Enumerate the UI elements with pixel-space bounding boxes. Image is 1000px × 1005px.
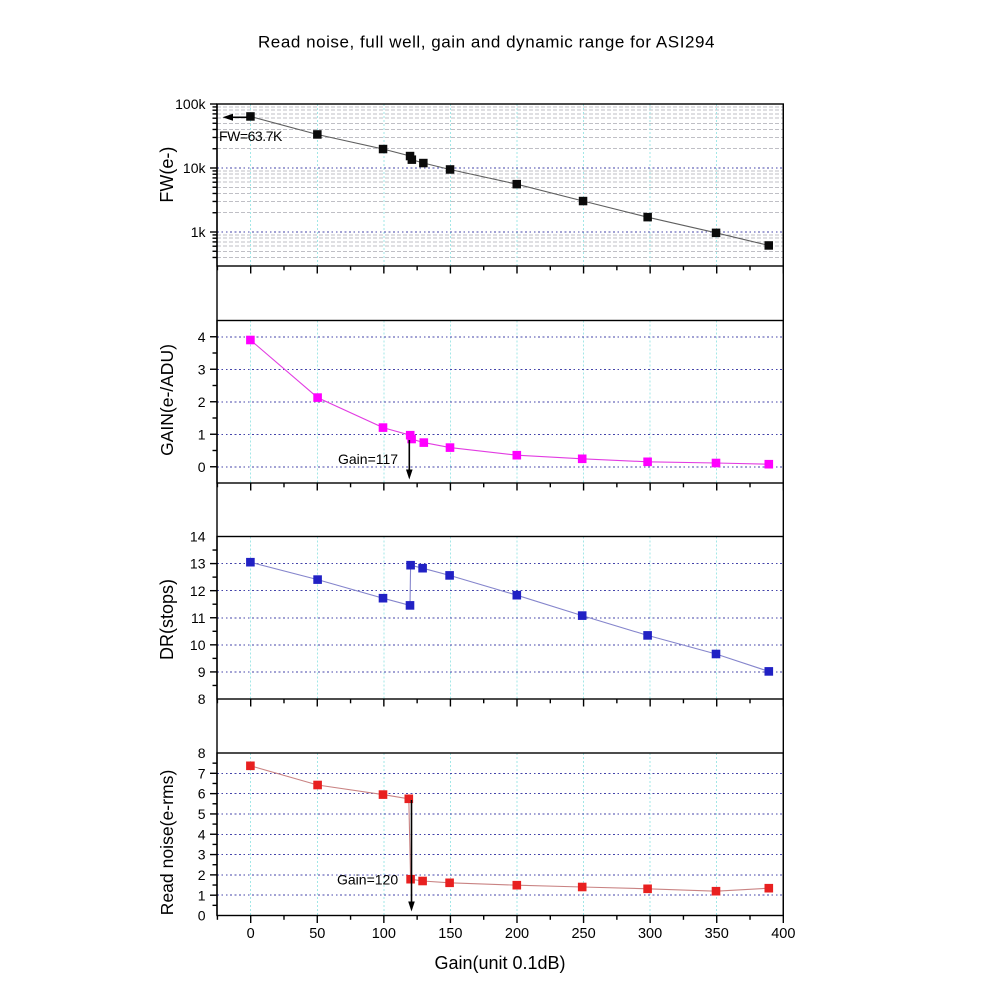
svg-text:50: 50 [309, 926, 325, 942]
svg-text:150: 150 [438, 926, 462, 942]
svg-text:Gain=120: Gain=120 [337, 872, 398, 888]
svg-text:14: 14 [190, 529, 206, 545]
svg-text:6: 6 [198, 786, 206, 802]
svg-text:Read noise, full well, gain an: Read noise, full well, gain and dynamic … [258, 33, 715, 52]
svg-text:Gain=117: Gain=117 [338, 451, 398, 467]
svg-text:FW(e-): FW(e-) [157, 147, 177, 203]
svg-text:4: 4 [198, 329, 206, 345]
svg-text:5: 5 [198, 806, 206, 822]
svg-text:7: 7 [198, 765, 206, 781]
svg-text:2: 2 [198, 867, 206, 883]
svg-text:9: 9 [198, 664, 206, 680]
svg-text:Gain(unit 0.1dB): Gain(unit 0.1dB) [434, 953, 565, 973]
svg-text:100: 100 [372, 926, 396, 942]
svg-text:1: 1 [198, 887, 206, 903]
svg-text:FW=63.7K: FW=63.7K [219, 128, 283, 144]
svg-text:10k: 10k [183, 160, 207, 176]
svg-text:11: 11 [191, 610, 206, 626]
svg-text:1k: 1k [191, 224, 207, 240]
svg-text:0: 0 [247, 926, 255, 942]
svg-text:13: 13 [190, 556, 206, 572]
svg-text:300: 300 [638, 926, 662, 942]
svg-text:1: 1 [198, 426, 206, 442]
svg-text:0: 0 [198, 908, 206, 924]
svg-text:4: 4 [198, 826, 206, 842]
svg-text:3: 3 [198, 847, 206, 863]
svg-text:10: 10 [190, 637, 206, 653]
svg-text:Read noise(e-rms): Read noise(e-rms) [157, 770, 177, 916]
svg-text:0: 0 [198, 459, 206, 475]
svg-text:350: 350 [705, 926, 729, 942]
svg-text:100k: 100k [175, 96, 206, 112]
svg-text:200: 200 [505, 926, 529, 942]
svg-text:12: 12 [190, 583, 206, 599]
svg-text:400: 400 [771, 926, 795, 942]
svg-text:8: 8 [198, 691, 206, 707]
svg-text:DR(stops): DR(stops) [157, 579, 177, 660]
svg-text:3: 3 [198, 361, 206, 377]
svg-text:GAIN(e-/ADU): GAIN(e-/ADU) [157, 344, 177, 456]
svg-text:2: 2 [198, 394, 206, 410]
svg-text:250: 250 [571, 926, 595, 942]
svg-text:8: 8 [198, 745, 206, 761]
